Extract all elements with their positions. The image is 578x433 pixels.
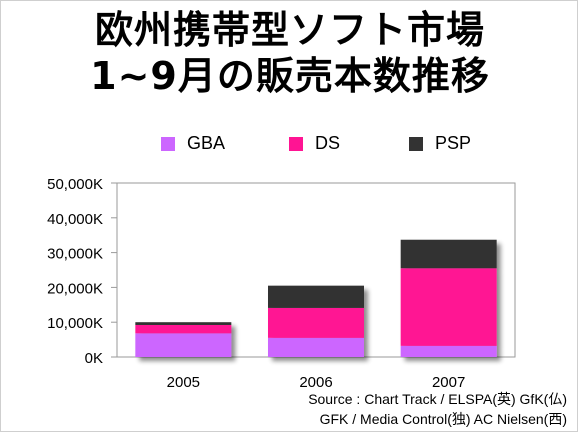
legend: GBA DS PSP — [1, 133, 578, 153]
legend-label-ds: DS — [315, 133, 341, 153]
y-tick-label: 40,000K — [47, 211, 103, 228]
bar-segment-psp-2006 — [268, 285, 364, 308]
y-tick-label: 50,000K — [47, 176, 103, 193]
source-line-1: Source : Chart Track / ELSPA(英) GfK(仏) — [308, 391, 567, 407]
bar-segment-ds-2005 — [135, 324, 232, 334]
bar-segment-gba-2007 — [400, 345, 497, 357]
legend-label-gba: GBA — [187, 133, 226, 153]
source-note: Source : Chart Track / ELSPA(英) GfK(仏) G… — [308, 389, 567, 429]
bar-stack-2006 — [268, 285, 364, 357]
bar-segment-gba-2005 — [135, 333, 232, 357]
x-tick-label: 2005 — [167, 374, 200, 391]
legend-swatch-psp — [409, 136, 423, 151]
chart-title: 欧州携帯型ソフト市場 1~9月の販売本数推移 — [1, 7, 578, 99]
bar-segment-gba-2006 — [268, 337, 364, 357]
bar-segment-psp-2005 — [135, 322, 232, 325]
bar-segment-psp-2007 — [400, 239, 497, 269]
bar-stack-2005 — [135, 322, 232, 357]
bar-segment-ds-2007 — [400, 268, 497, 346]
bar-segment-ds-2006 — [268, 307, 364, 338]
legend-item-psp: PSP — [409, 133, 471, 154]
source-line-2: GFK / Media Control(独) AC Nielsen(西) — [319, 411, 567, 427]
y-tick-label: 20,000K — [47, 280, 103, 297]
title-line-1: 欧州携帯型ソフト市場 — [94, 8, 485, 52]
bar-stack-2007 — [400, 239, 497, 357]
legend-swatch-ds — [289, 136, 303, 151]
x-tick-label: 2007 — [432, 374, 465, 391]
x-tick-label: 2006 — [299, 374, 332, 391]
legend-item-gba: GBA — [161, 133, 225, 154]
y-tick-label: 0K — [85, 350, 103, 367]
legend-swatch-gba — [161, 136, 175, 151]
title-line-2: 1~9月の販売本数推移 — [90, 54, 490, 98]
legend-label-psp: PSP — [435, 133, 472, 153]
legend-item-ds: DS — [289, 133, 340, 154]
y-tick-label: 10,000K — [47, 315, 103, 332]
y-tick-label: 30,000K — [47, 246, 103, 263]
